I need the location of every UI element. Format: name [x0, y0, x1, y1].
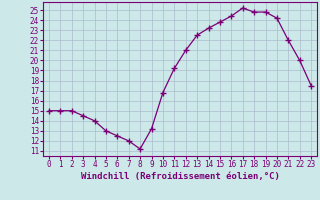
X-axis label: Windchill (Refroidissement éolien,°C): Windchill (Refroidissement éolien,°C) — [81, 172, 279, 181]
